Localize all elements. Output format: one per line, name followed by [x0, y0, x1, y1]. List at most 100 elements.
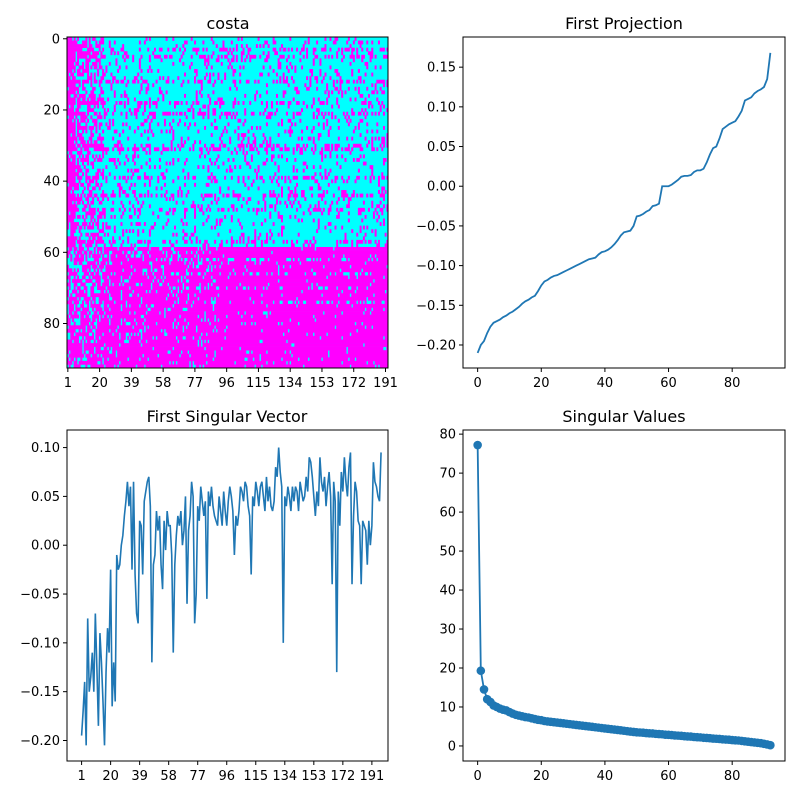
heatmap-cell-run	[215, 314, 227, 319]
heatmap-cell-run	[133, 108, 140, 113]
heatmap-cell-run	[192, 108, 195, 113]
heatmap-cell-run	[274, 207, 277, 212]
heatmap-cell-run	[145, 364, 161, 369]
heatmap-cell-run	[204, 125, 207, 130]
heatmap-cell-run	[77, 150, 83, 155]
heatmap-cell-run	[291, 76, 293, 81]
heatmap-cell-run	[123, 51, 128, 56]
heatmap-cell-run	[100, 261, 106, 266]
heatmap-cell-run	[351, 72, 354, 77]
heatmap-ytick-label: 60	[43, 246, 60, 261]
heatmap-cell-run	[349, 275, 357, 280]
heatmap-cell-run	[95, 271, 100, 276]
heatmap-cell-run	[165, 161, 168, 166]
heatmap-cell-run	[80, 311, 88, 315]
heatmap-cell-run	[227, 58, 230, 63]
heatmap-cell-run	[217, 54, 220, 59]
heatmap-cell-run	[225, 328, 262, 333]
heatmap-cell-run	[168, 282, 183, 287]
heatmap-cell-run	[294, 158, 297, 162]
heatmap-cell-run	[366, 261, 389, 266]
heatmap-cell-run	[255, 364, 262, 369]
heatmap-cell-run	[77, 200, 81, 205]
heatmap-cell-run	[386, 133, 389, 137]
heatmap-cell-run	[229, 261, 255, 266]
heatmap-cell-run	[334, 69, 339, 73]
heatmap-cell-run	[204, 275, 212, 280]
heatmap-cell-run	[329, 300, 332, 305]
heatmap-cell-run	[98, 111, 101, 116]
heatmap-cell-run	[317, 186, 322, 191]
heatmap-cell-run	[326, 97, 329, 102]
heatmap-cell-run	[103, 108, 106, 113]
heatmap-cell-run	[377, 175, 380, 180]
heatmap-cell-run	[269, 175, 272, 180]
heatmap-cell-run	[376, 254, 389, 258]
heatmap-cell-run	[112, 200, 115, 205]
heatmap-cell-run	[120, 222, 123, 226]
heatmap-cell-run	[78, 179, 81, 184]
heatmap-cell-run	[230, 300, 253, 305]
heatmap-cell-run	[245, 44, 248, 48]
heatmap-cell-run	[133, 168, 140, 173]
heatmap-cell-run	[232, 69, 237, 73]
heatmap-cell-run	[118, 193, 121, 198]
heatmap-cell-run	[342, 289, 355, 294]
heatmap-cell-run	[78, 236, 81, 241]
heatmap-cell-run	[250, 182, 253, 187]
heatmap-cell-run	[212, 51, 215, 56]
heatmap-cell-run	[287, 175, 290, 180]
first-projection-line	[476, 52, 772, 354]
heatmap-cell-run	[372, 175, 375, 180]
heatmap-cell-run	[366, 129, 369, 134]
heatmap-cell-run	[244, 154, 247, 159]
heatmap-cell-run	[347, 346, 384, 351]
heatmap-cell-run	[371, 300, 374, 305]
heatmap-cell-run	[282, 357, 299, 362]
heatmap-cell-run	[67, 51, 76, 56]
heatmap-cell-run	[205, 182, 210, 187]
heatmap-cell-run	[180, 143, 185, 148]
heatmap-cell-run	[122, 296, 141, 301]
first-singular-vector-xtick-label: 96	[218, 769, 235, 784]
heatmap-cell-run	[108, 357, 128, 362]
heatmap-cell-run	[265, 104, 268, 109]
heatmap-cell-run	[227, 286, 237, 290]
heatmap-cell-run	[82, 268, 88, 273]
heatmap-cell-run	[257, 79, 260, 84]
heatmap-cell-run	[239, 165, 242, 169]
heatmap-cell-run	[202, 257, 207, 262]
heatmap-cell-run	[145, 318, 175, 323]
heatmap-cell-run	[282, 72, 285, 77]
heatmap-cell-run	[135, 222, 141, 226]
heatmap-cell-run	[367, 207, 370, 212]
heatmap-cell-run	[87, 118, 90, 123]
heatmap-cell-run	[113, 143, 120, 148]
heatmap-cell-run	[361, 271, 365, 276]
heatmap-cell-run	[322, 122, 325, 127]
heatmap-cell-run	[351, 264, 387, 269]
heatmap-cell-run	[316, 79, 319, 84]
heatmap-cell-run	[209, 72, 212, 77]
heatmap-cell-run	[132, 204, 135, 209]
heatmap-cell-run	[100, 54, 106, 59]
heatmap-cell-run	[167, 218, 170, 223]
heatmap-cell-run	[182, 200, 185, 205]
heatmap-cell-run	[77, 122, 81, 127]
heatmap-cell-run	[366, 225, 369, 230]
heatmap-cell-run	[269, 229, 272, 234]
heatmap-cell-run	[142, 332, 165, 337]
heatmap-cell-run	[170, 147, 173, 152]
heatmap-cell-run	[122, 261, 150, 266]
heatmap-cell-run	[158, 207, 163, 212]
heatmap-cell-run	[282, 293, 322, 298]
heatmap-cell-run	[194, 264, 197, 269]
heatmap-cell-run	[127, 335, 130, 340]
heatmap-cell-run	[297, 136, 300, 141]
heatmap-ytick-label: 80	[43, 317, 60, 332]
heatmap-cell-run	[334, 37, 339, 41]
heatmap-cell-run	[317, 282, 370, 287]
heatmap-cell-run	[249, 58, 252, 63]
heatmap-cell-run	[207, 204, 210, 209]
heatmap-cell-run	[386, 140, 389, 145]
